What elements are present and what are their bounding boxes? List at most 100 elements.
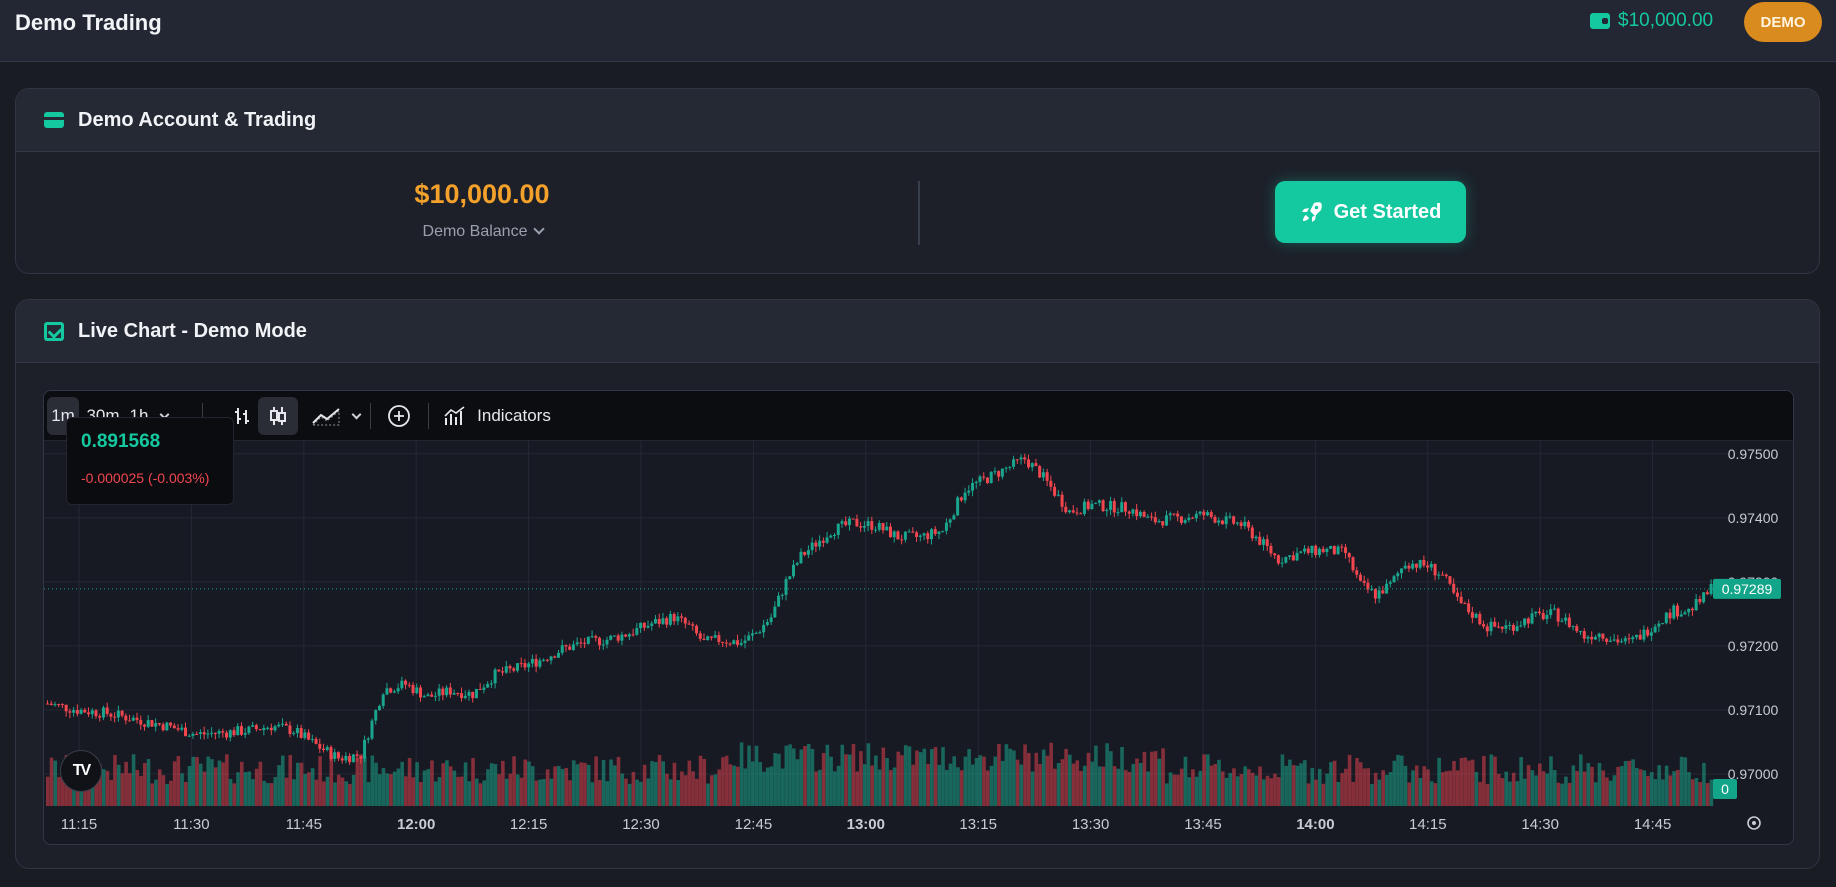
tradingview-logo[interactable]: TV [60,750,102,792]
candle-body [836,523,840,535]
candle-body [941,530,945,532]
volume-bar [1101,766,1106,806]
candle-body [318,743,322,749]
volume-bar [430,760,434,806]
volume-bar [1176,774,1180,806]
bar-chart-type-button[interactable] [224,397,260,435]
settings-gear-icon[interactable] [1747,816,1761,830]
volume-bar [1053,768,1057,806]
demo-balance-dropdown[interactable]: Demo Balance [404,223,562,241]
volume-bar [407,758,412,806]
volume-bar [941,747,945,806]
candle-body [739,642,743,645]
volume-bar [1601,770,1606,806]
candle-body [1075,512,1079,514]
candle-body [1310,545,1314,553]
volume-bar [635,779,639,806]
candle-body [53,704,57,706]
candle-body [504,666,508,673]
volume-bar [463,762,468,806]
candle-body [344,755,348,761]
volume-bar [1045,755,1050,806]
volume-bar [1179,768,1184,806]
volume-bar [855,771,860,806]
volume-bar [568,780,572,806]
volume-bar [120,773,125,806]
candle-body [187,735,191,737]
app-title: Demo Trading [15,10,162,35]
volume-bar [1653,779,1658,806]
candle-body [1157,521,1161,523]
candle-body [1593,636,1597,640]
volume-bar [993,756,998,806]
candle-body [1560,620,1564,622]
volume-bar [1008,748,1012,806]
volume-bar [1403,765,1408,806]
candles-chart-type-button[interactable] [258,397,298,435]
candle-body [549,656,553,661]
header-balance[interactable]: $10,000.00 [1590,10,1713,32]
volume-bar [549,778,554,806]
candle-body [1317,548,1321,556]
demo-account-card: Demo Account & Trading $10,000.00 Demo B… [15,88,1820,274]
volume-bar [1071,763,1076,806]
volume-bar [1396,754,1400,806]
volume-bar [1209,765,1214,806]
get-started-button[interactable]: Get Started [1275,181,1466,243]
candle-body [1702,592,1706,603]
volume-bar [1217,759,1221,806]
candle-body [862,525,866,528]
candle-body [1698,598,1702,603]
candle-body [411,685,415,694]
compare-symbol-button[interactable] [380,397,418,435]
volume-bar [1086,752,1091,806]
demo-mode-badge[interactable]: DEMO [1744,2,1822,42]
volume-bar [967,749,971,806]
volume-bar [874,755,878,806]
candle-body [1709,583,1713,595]
volume-bar [1683,757,1688,806]
indicators-button[interactable]: Indicators [438,397,556,435]
candle-body [810,542,814,551]
candle-body [292,733,296,735]
volume-bar [1508,781,1512,806]
price-chart[interactable]: 0.975000.974000.973000.972000.971000.970… [44,441,1794,845]
candle-body [1347,553,1351,558]
volume-bar [1702,762,1706,806]
volume-bar [1153,751,1158,806]
candle-body [1459,596,1463,604]
volume-bar [866,743,871,806]
candle-body [971,483,975,491]
candle-body [1213,516,1217,523]
candle-body [1243,521,1247,527]
candle-body [1150,516,1154,518]
volume-bar [933,747,938,806]
area-chart-type-button[interactable] [306,397,346,435]
volume-bar [534,780,539,806]
candle-body [165,722,169,731]
volume-bar [325,776,330,806]
chart-widget[interactable]: 1m 30m 1h [43,390,1794,845]
candle-body [109,713,113,717]
volume-bar [571,760,576,806]
volume-bar [1366,768,1371,806]
volume-bar [627,783,632,806]
volume-bar [1165,783,1169,806]
candle-body [803,551,807,555]
volume-bar [213,767,218,806]
demo-balance-label: Demo Balance [422,223,528,240]
volume-bar [915,750,919,806]
candle-body [691,624,695,626]
candle-body [501,671,505,673]
volume-bar [762,771,766,806]
chart-type-dropdown-button[interactable] [347,397,365,435]
candle-body [221,731,225,733]
x-axis-tick-label: 11:15 [61,816,97,833]
volume-bar [419,781,423,806]
volume-bar [806,743,811,806]
candle-body [1504,625,1508,629]
candle-body [1623,638,1627,642]
volume-bar [1340,773,1344,806]
volume-bar [288,755,293,806]
candle-body [1441,574,1445,576]
